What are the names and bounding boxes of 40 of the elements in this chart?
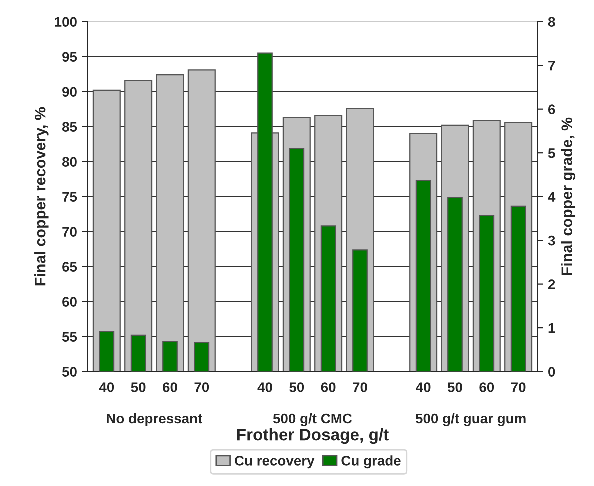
y-tick-label: 70 bbox=[62, 227, 77, 237]
x-tick-label: 50 bbox=[290, 382, 304, 392]
x-tick-label: 50 bbox=[131, 382, 146, 392]
x-tick-label: 60 bbox=[480, 382, 494, 392]
x-tick-label: 70 bbox=[353, 382, 368, 392]
y-tick-label: 75 bbox=[62, 192, 78, 202]
y-tick-label: 90 bbox=[62, 87, 77, 98]
x-tick-label: 50 bbox=[448, 382, 462, 392]
text: 500 g/t guar gum bbox=[416, 413, 526, 426]
legend-label: Cu recovery bbox=[235, 456, 315, 469]
y-tick-label: 65 bbox=[62, 262, 78, 272]
x-tick-label: 40 bbox=[99, 382, 114, 392]
y-tick-label: 50 bbox=[62, 367, 77, 377]
y2-tick-label: 7 bbox=[548, 61, 556, 71]
legend-label: Cu grade bbox=[342, 456, 401, 469]
y-tick-label: 85 bbox=[62, 122, 78, 132]
x-tick-label: 40 bbox=[258, 382, 272, 392]
y2-tick-label: 8 bbox=[548, 17, 556, 28]
y-tick-label: 60 bbox=[62, 297, 77, 307]
y-tick-label: 95 bbox=[62, 52, 78, 62]
x-tick-label: 40 bbox=[416, 382, 431, 392]
y2-tick-label: 6 bbox=[548, 104, 556, 115]
x-axis-title: Frother Dosage, g/t bbox=[237, 428, 389, 444]
text: 500 g/t CMC bbox=[273, 413, 352, 426]
x-tick-label: 70 bbox=[194, 382, 210, 392]
y2-tick-label: 0 bbox=[548, 367, 556, 377]
text: No depressant bbox=[107, 413, 202, 426]
y-tick-label: 55 bbox=[62, 332, 78, 342]
x-tick-label: 60 bbox=[163, 382, 178, 392]
y-axis-title: Final copper recovery, % bbox=[34, 107, 49, 286]
y2-tick-label: 4 bbox=[548, 192, 556, 202]
y2-tick-label: 1 bbox=[548, 324, 556, 334]
x-tick-label: 60 bbox=[321, 382, 336, 392]
y2-tick-label: 5 bbox=[548, 148, 556, 158]
y2-tick-label: 2 bbox=[548, 280, 556, 290]
y-tick-label: 100 bbox=[55, 17, 77, 28]
y2-axis-title: Final copper grade, % bbox=[561, 118, 576, 276]
y-tick-label: 80 bbox=[62, 157, 77, 168]
y2-tick-label: 3 bbox=[548, 236, 556, 246]
x-tick-label: 70 bbox=[511, 382, 526, 392]
